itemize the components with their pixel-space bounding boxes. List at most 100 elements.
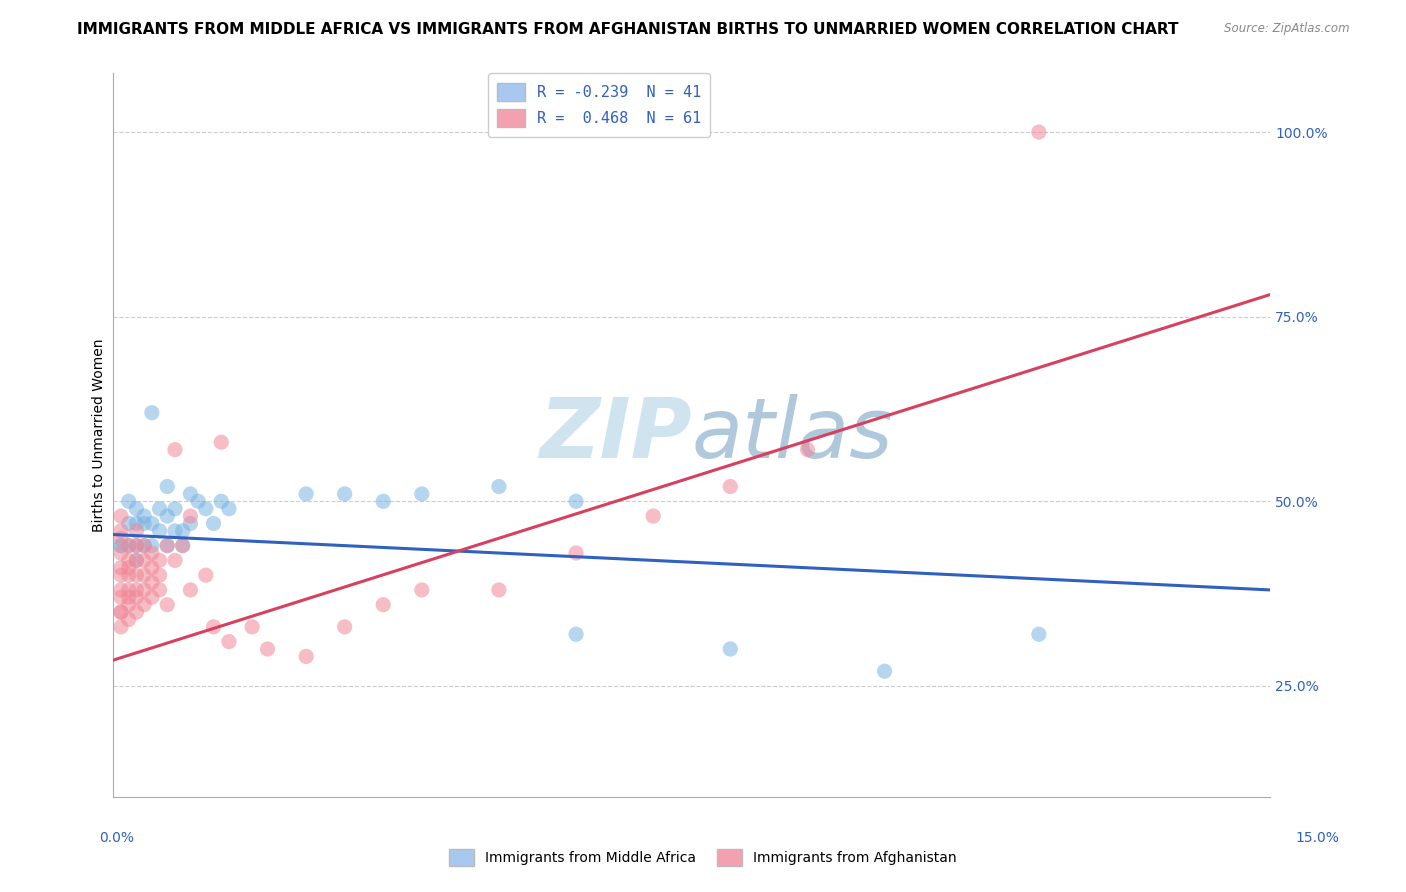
Point [110, 509, 132, 524]
Point [125, 524, 148, 538]
Point [148, 524, 170, 538]
Point [134, 516, 156, 531]
Point [873, 664, 896, 678]
Point [134, 539, 156, 553]
Text: atlas: atlas [692, 394, 893, 475]
Point [218, 634, 240, 648]
Point [565, 627, 588, 641]
Point [411, 582, 433, 597]
Point [295, 487, 318, 501]
Point [163, 524, 186, 538]
Point [118, 612, 141, 626]
Point [110, 546, 132, 560]
Point [194, 568, 217, 582]
Point [240, 620, 263, 634]
Point [134, 598, 156, 612]
Point [134, 509, 156, 524]
Point [125, 539, 148, 553]
Point [1028, 125, 1050, 139]
Point [110, 539, 132, 553]
Point [163, 442, 186, 457]
Point [141, 406, 163, 420]
Point [148, 553, 170, 567]
Point [134, 568, 156, 582]
Point [110, 561, 132, 575]
Text: 0.0%: 0.0% [100, 831, 134, 846]
Point [141, 516, 163, 531]
Point [172, 524, 194, 538]
Point [110, 591, 132, 605]
Point [110, 605, 132, 619]
Point [141, 575, 163, 590]
Text: 15.0%: 15.0% [1295, 831, 1340, 846]
Point [134, 582, 156, 597]
Point [125, 553, 148, 567]
Point [110, 582, 132, 597]
Legend: Immigrants from Middle Africa, Immigrants from Afghanistan: Immigrants from Middle Africa, Immigrant… [444, 844, 962, 871]
Point [194, 501, 217, 516]
Text: ZIP: ZIP [538, 394, 692, 475]
Point [118, 516, 141, 531]
Point [156, 539, 179, 553]
Point [110, 568, 132, 582]
Point [118, 568, 141, 582]
Point [141, 539, 163, 553]
Point [134, 553, 156, 567]
Point [118, 539, 141, 553]
Point [125, 591, 148, 605]
Point [333, 620, 356, 634]
Point [118, 598, 141, 612]
Point [156, 539, 179, 553]
Point [125, 582, 148, 597]
Point [202, 516, 225, 531]
Point [141, 546, 163, 560]
Point [202, 620, 225, 634]
Point [118, 553, 141, 567]
Point [134, 539, 156, 553]
Point [118, 494, 141, 508]
Y-axis label: Births to Unmarried Women: Births to Unmarried Women [93, 338, 107, 532]
Text: Source: ZipAtlas.com: Source: ZipAtlas.com [1225, 22, 1350, 36]
Point [295, 649, 318, 664]
Point [110, 539, 132, 553]
Point [125, 553, 148, 567]
Point [373, 494, 395, 508]
Point [141, 591, 163, 605]
Point [118, 539, 141, 553]
Point [187, 494, 209, 508]
Point [110, 531, 132, 545]
Point [179, 487, 201, 501]
Point [148, 501, 170, 516]
Point [172, 539, 194, 553]
Text: IMMIGRANTS FROM MIDDLE AFRICA VS IMMIGRANTS FROM AFGHANISTAN BIRTHS TO UNMARRIED: IMMIGRANTS FROM MIDDLE AFRICA VS IMMIGRA… [77, 22, 1178, 37]
Point [110, 605, 132, 619]
Point [118, 561, 141, 575]
Legend: R = -0.239  N = 41, R =  0.468  N = 61: R = -0.239 N = 41, R = 0.468 N = 61 [488, 73, 710, 136]
Point [1028, 627, 1050, 641]
Point [333, 487, 356, 501]
Point [373, 598, 395, 612]
Point [156, 598, 179, 612]
Point [118, 582, 141, 597]
Point [172, 539, 194, 553]
Point [411, 487, 433, 501]
Point [125, 568, 148, 582]
Point [148, 582, 170, 597]
Point [110, 524, 132, 538]
Point [488, 479, 510, 493]
Point [718, 479, 741, 493]
Point [179, 582, 201, 597]
Point [163, 553, 186, 567]
Point [643, 509, 665, 524]
Point [141, 561, 163, 575]
Point [125, 605, 148, 619]
Point [179, 516, 201, 531]
Point [163, 501, 186, 516]
Point [156, 479, 179, 493]
Point [179, 509, 201, 524]
Point [565, 546, 588, 560]
Point [125, 516, 148, 531]
Point [118, 591, 141, 605]
Point [125, 501, 148, 516]
Point [209, 435, 232, 450]
